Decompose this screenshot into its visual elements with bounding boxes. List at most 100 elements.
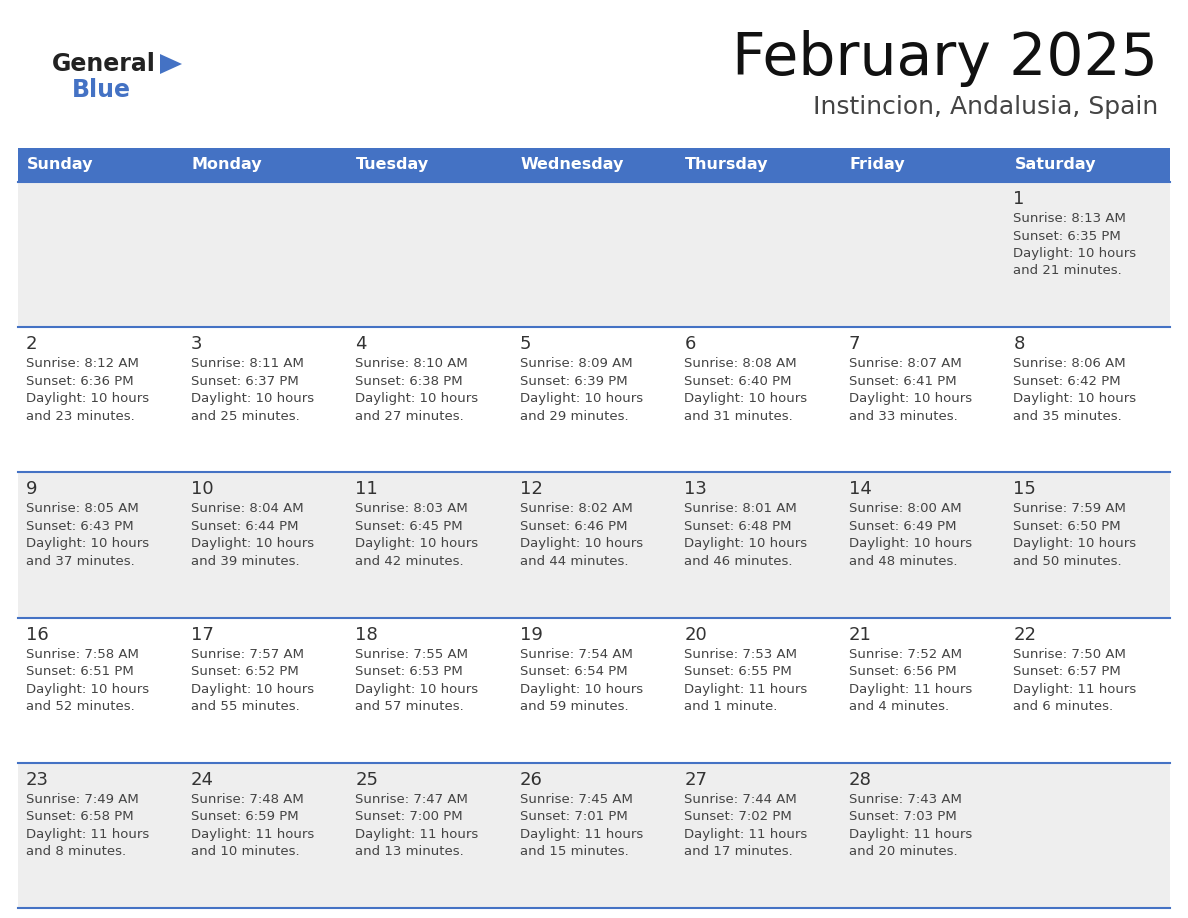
Text: Daylight: 10 hours: Daylight: 10 hours [26, 683, 150, 696]
Text: Daylight: 10 hours: Daylight: 10 hours [1013, 392, 1137, 405]
Text: and 46 minutes.: and 46 minutes. [684, 554, 792, 568]
Text: Sunset: 6:40 PM: Sunset: 6:40 PM [684, 375, 791, 387]
Text: and 21 minutes.: and 21 minutes. [1013, 264, 1123, 277]
Text: Wednesday: Wednesday [520, 158, 624, 173]
Text: 14: 14 [849, 480, 872, 498]
Text: and 29 minutes.: and 29 minutes. [519, 409, 628, 422]
Text: Sunrise: 8:06 AM: Sunrise: 8:06 AM [1013, 357, 1126, 370]
Text: 24: 24 [190, 771, 214, 789]
Text: 19: 19 [519, 625, 543, 644]
Bar [512, 148, 676, 182]
Text: and 13 minutes.: and 13 minutes. [355, 845, 463, 858]
Text: 1: 1 [1013, 190, 1025, 208]
Text: and 27 minutes.: and 27 minutes. [355, 409, 463, 422]
Text: Daylight: 10 hours: Daylight: 10 hours [190, 683, 314, 696]
Text: Sunset: 6:38 PM: Sunset: 6:38 PM [355, 375, 463, 387]
Text: Friday: Friday [849, 158, 905, 173]
Text: 26: 26 [519, 771, 543, 789]
Bar [18, 473, 1170, 618]
Text: Sunset: 6:41 PM: Sunset: 6:41 PM [849, 375, 956, 387]
Text: Tuesday: Tuesday [356, 158, 429, 173]
Text: and 37 minutes.: and 37 minutes. [26, 554, 134, 568]
Text: Sunset: 6:42 PM: Sunset: 6:42 PM [1013, 375, 1121, 387]
Text: Sunrise: 7:52 AM: Sunrise: 7:52 AM [849, 647, 962, 661]
Text: Sunrise: 8:00 AM: Sunrise: 8:00 AM [849, 502, 961, 515]
Bar [1005, 148, 1170, 182]
Text: and 33 minutes.: and 33 minutes. [849, 409, 958, 422]
Text: Daylight: 10 hours: Daylight: 10 hours [519, 392, 643, 405]
Text: 17: 17 [190, 625, 214, 644]
Text: Sunrise: 8:05 AM: Sunrise: 8:05 AM [26, 502, 139, 515]
Text: Sunset: 6:57 PM: Sunset: 6:57 PM [1013, 666, 1121, 678]
Text: Sunrise: 7:59 AM: Sunrise: 7:59 AM [1013, 502, 1126, 515]
Text: Daylight: 11 hours: Daylight: 11 hours [684, 683, 808, 696]
Text: 4: 4 [355, 335, 367, 353]
Text: Sunrise: 8:01 AM: Sunrise: 8:01 AM [684, 502, 797, 515]
Text: Sunrise: 7:43 AM: Sunrise: 7:43 AM [849, 793, 962, 806]
Text: Sunset: 6:59 PM: Sunset: 6:59 PM [190, 811, 298, 823]
Text: Daylight: 11 hours: Daylight: 11 hours [849, 828, 972, 841]
Text: and 4 minutes.: and 4 minutes. [849, 700, 949, 713]
Text: Daylight: 11 hours: Daylight: 11 hours [849, 683, 972, 696]
Text: Daylight: 10 hours: Daylight: 10 hours [1013, 537, 1137, 551]
Text: Sunset: 6:46 PM: Sunset: 6:46 PM [519, 520, 627, 533]
Text: Daylight: 10 hours: Daylight: 10 hours [26, 537, 150, 551]
Text: Daylight: 10 hours: Daylight: 10 hours [190, 537, 314, 551]
Text: Daylight: 10 hours: Daylight: 10 hours [1013, 247, 1137, 260]
Text: and 23 minutes.: and 23 minutes. [26, 409, 134, 422]
Text: Thursday: Thursday [685, 158, 769, 173]
Text: and 31 minutes.: and 31 minutes. [684, 409, 794, 422]
Text: 25: 25 [355, 771, 378, 789]
Text: Daylight: 11 hours: Daylight: 11 hours [1013, 683, 1137, 696]
Text: and 59 minutes.: and 59 minutes. [519, 700, 628, 713]
Polygon shape [160, 54, 182, 74]
Text: Sunrise: 8:03 AM: Sunrise: 8:03 AM [355, 502, 468, 515]
Text: Sunrise: 7:55 AM: Sunrise: 7:55 AM [355, 647, 468, 661]
Text: Daylight: 10 hours: Daylight: 10 hours [355, 537, 479, 551]
Text: Sunset: 7:01 PM: Sunset: 7:01 PM [519, 811, 627, 823]
Text: Sunrise: 8:08 AM: Sunrise: 8:08 AM [684, 357, 797, 370]
Text: Daylight: 10 hours: Daylight: 10 hours [190, 392, 314, 405]
Text: Daylight: 11 hours: Daylight: 11 hours [355, 828, 479, 841]
Text: Sunrise: 7:58 AM: Sunrise: 7:58 AM [26, 647, 139, 661]
Text: Sunrise: 7:57 AM: Sunrise: 7:57 AM [190, 647, 304, 661]
Text: Sunrise: 8:04 AM: Sunrise: 8:04 AM [190, 502, 303, 515]
Bar [18, 618, 1170, 763]
Text: Daylight: 11 hours: Daylight: 11 hours [684, 828, 808, 841]
Text: Sunset: 6:35 PM: Sunset: 6:35 PM [1013, 230, 1121, 242]
Text: and 52 minutes.: and 52 minutes. [26, 700, 134, 713]
Text: Daylight: 10 hours: Daylight: 10 hours [849, 392, 972, 405]
Text: Sunrise: 8:11 AM: Sunrise: 8:11 AM [190, 357, 303, 370]
Text: Sunset: 6:43 PM: Sunset: 6:43 PM [26, 520, 133, 533]
Text: 27: 27 [684, 771, 707, 789]
Text: Daylight: 10 hours: Daylight: 10 hours [26, 392, 150, 405]
Bar [18, 148, 183, 182]
Text: Sunrise: 8:12 AM: Sunrise: 8:12 AM [26, 357, 139, 370]
Text: Sunrise: 8:02 AM: Sunrise: 8:02 AM [519, 502, 632, 515]
Text: Sunrise: 7:49 AM: Sunrise: 7:49 AM [26, 793, 139, 806]
Text: Saturday: Saturday [1015, 158, 1095, 173]
Text: and 6 minutes.: and 6 minutes. [1013, 700, 1113, 713]
Text: 20: 20 [684, 625, 707, 644]
Text: 22: 22 [1013, 625, 1036, 644]
Text: 6: 6 [684, 335, 696, 353]
Text: 5: 5 [519, 335, 531, 353]
Text: 9: 9 [26, 480, 38, 498]
Bar [18, 327, 1170, 473]
Text: 28: 28 [849, 771, 872, 789]
Text: and 8 minutes.: and 8 minutes. [26, 845, 126, 858]
Text: and 44 minutes.: and 44 minutes. [519, 554, 628, 568]
Text: and 35 minutes.: and 35 minutes. [1013, 409, 1123, 422]
Bar [18, 763, 1170, 908]
Text: Daylight: 10 hours: Daylight: 10 hours [684, 392, 808, 405]
Text: 2: 2 [26, 335, 38, 353]
Text: 7: 7 [849, 335, 860, 353]
Text: Sunset: 6:45 PM: Sunset: 6:45 PM [355, 520, 463, 533]
Text: Daylight: 11 hours: Daylight: 11 hours [26, 828, 150, 841]
Text: Sunrise: 7:50 AM: Sunrise: 7:50 AM [1013, 647, 1126, 661]
Text: and 57 minutes.: and 57 minutes. [355, 700, 463, 713]
Text: 11: 11 [355, 480, 378, 498]
Text: 8: 8 [1013, 335, 1025, 353]
Text: Sunset: 7:02 PM: Sunset: 7:02 PM [684, 811, 792, 823]
Text: Daylight: 10 hours: Daylight: 10 hours [355, 392, 479, 405]
